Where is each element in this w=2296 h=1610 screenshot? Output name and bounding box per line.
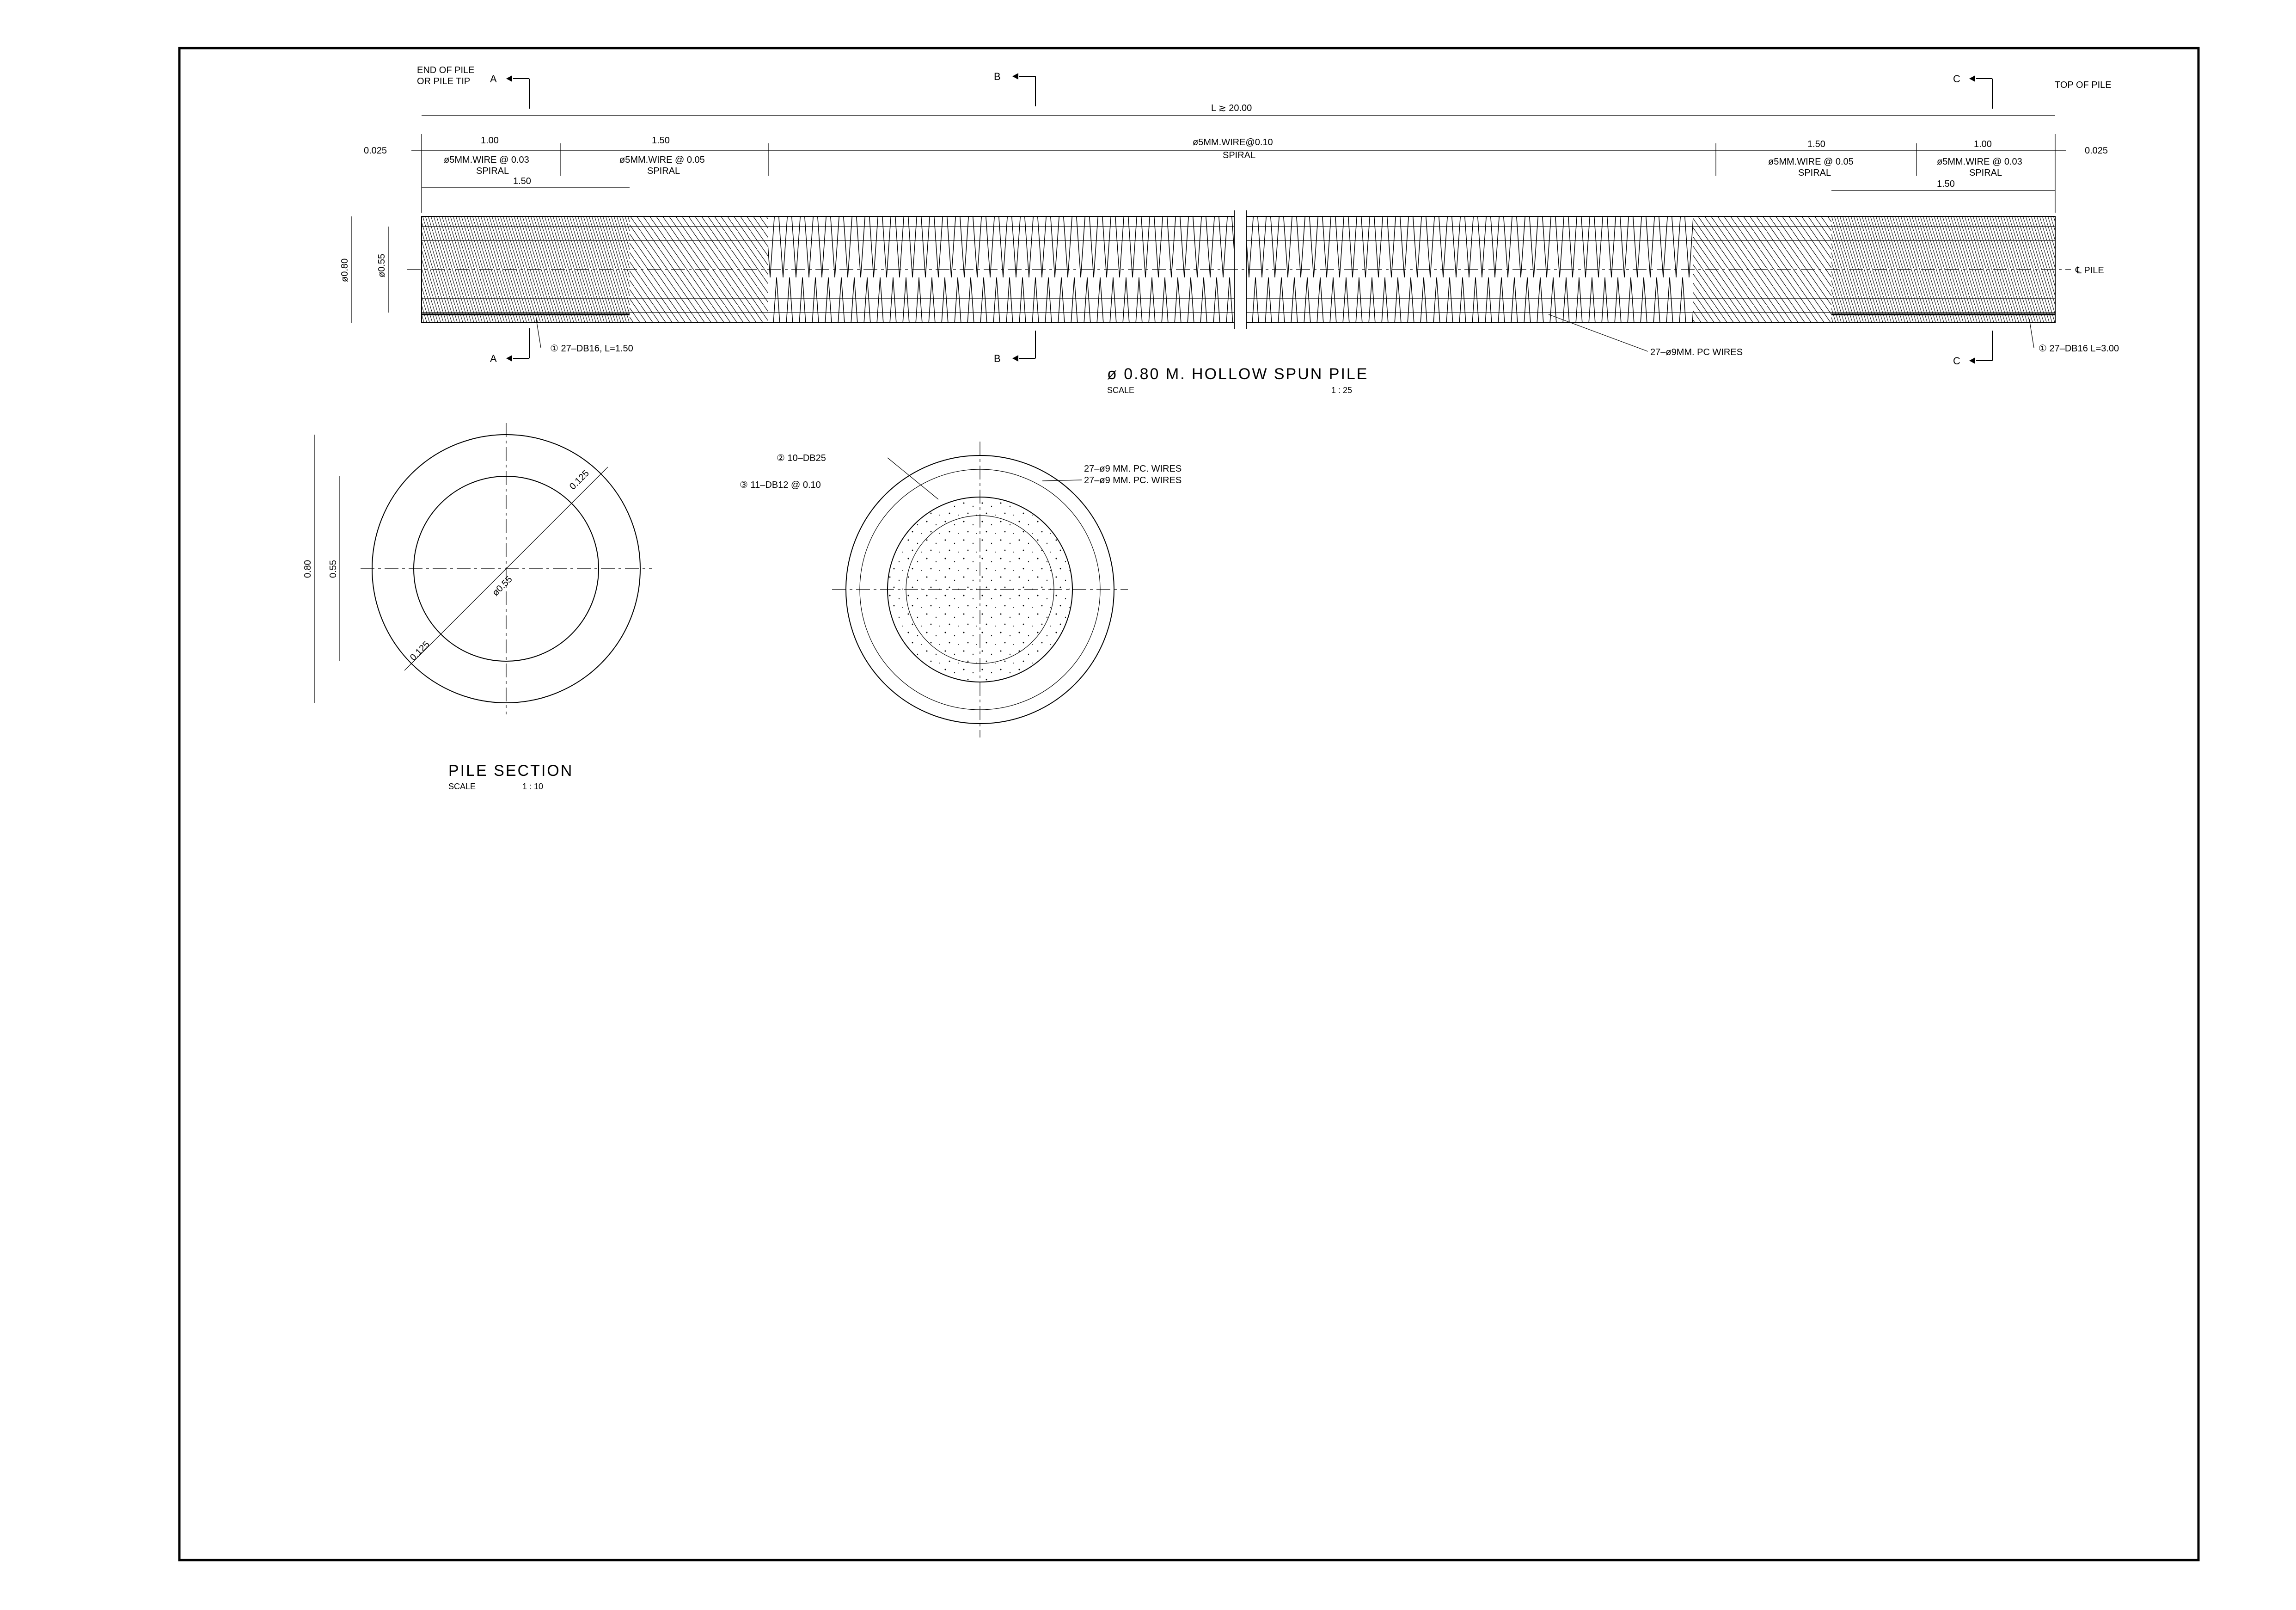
- spiral-left-003: ø5MM.WIRE @ 0.03: [444, 155, 529, 165]
- pile-section-080: 0.80: [303, 560, 313, 578]
- dim-bar-right: 1.50: [1937, 179, 1955, 189]
- pile-section-title: PILE SECTION: [448, 762, 573, 780]
- spiral-mid-label: SPIRAL: [1223, 150, 1255, 160]
- spiral-mid-010: ø5MM.WIRE@0.10: [1193, 137, 1273, 147]
- dia-080-label: ø0.80: [340, 258, 350, 282]
- sheet-border: [178, 47, 2200, 1561]
- spiral-left-label: SPIRAL: [476, 166, 509, 176]
- section-cut-b-markers: B B: [994, 71, 1036, 364]
- dim-left-0025: 0.025: [364, 146, 387, 156]
- bar-right-callout: ① 27–DB16 L=3.00: [2039, 344, 2119, 354]
- end-of-pile-label: END OF PILE: [417, 65, 474, 75]
- elevation-title: ø 0.80 M. HOLLOW SPUN PILE: [1107, 365, 1368, 383]
- elevation-scale-value: 1 : 25: [1331, 386, 1352, 395]
- dim-right-150: 1.50: [1807, 139, 1825, 149]
- spiral-right-003: ø5MM.WIRE @ 0.03: [1937, 157, 2022, 167]
- spiral-right-label: SPIRAL: [1798, 168, 1831, 178]
- cut-b-bottom: B: [994, 353, 1001, 364]
- dim-right-100: 1.00: [1974, 139, 1992, 149]
- section-cut-c-markers: C C: [1953, 73, 1993, 367]
- cut-a-top: A: [490, 73, 497, 85]
- aa-bar2-label: ③ 11–DB12 @ 0.10: [740, 480, 821, 490]
- spiral-left-label-2: SPIRAL: [647, 166, 680, 176]
- aa-wires-label: 27–ø9 MM. PC. WIRES: [1084, 475, 1182, 485]
- cut-c-bottom: C: [1953, 355, 1960, 367]
- top-of-pile-label: TOP OF PILE: [2055, 80, 2112, 90]
- pc-wires-callout: 27–ø9MM. PC WIRES: [1650, 347, 1743, 357]
- dim-bar-left: 1.50: [513, 176, 531, 186]
- cut-c-top: C: [1953, 73, 1960, 85]
- section-cut-a-markers: A A: [490, 73, 530, 364]
- elevation-scale-label: SCALE: [1107, 386, 1134, 395]
- section-a-a: ② 10–DB25 ③ 11–DB12 @ 0.10 27–ø9 MM. PC.…: [740, 442, 1182, 737]
- cut-b-top: B: [994, 71, 1001, 82]
- spiral-right-label-2: SPIRAL: [1969, 168, 2002, 178]
- dim-left-100: 1.00: [481, 135, 499, 146]
- cut-a-bottom: A: [490, 353, 497, 364]
- spiral-left-005: ø5MM.WIRE @ 0.05: [619, 155, 705, 165]
- length-dimension: L ≳ 20.00: [1211, 103, 1252, 113]
- pile-section-r-bottom: 0.125: [408, 639, 432, 663]
- bar-left-callout: ① 27–DB16, L=1.50: [550, 344, 633, 354]
- pile-section-scale-label: SCALE: [448, 782, 476, 791]
- pile-section: 0.80 0.55 ø0.55 0.125 0.125 PILE SECTION…: [303, 423, 652, 791]
- pile-section-055: 0.55: [328, 560, 338, 578]
- pile-centerline-label: ℄ PILE: [2075, 265, 2104, 276]
- pile-tip-label: OR PILE TIP: [417, 76, 470, 86]
- pile-section-r-top: 0.125: [568, 468, 591, 492]
- pile-section-dia: ø0.55: [490, 574, 514, 598]
- aa-bar1-label: ② 10–DB25: [777, 453, 826, 463]
- dia-055-label: ø0.55: [377, 254, 387, 277]
- pile-elevation: ℄ PILE L ≳ 20.00 0.025 0.025 1.00 1.50 1…: [340, 65, 2119, 395]
- pile-section-scale-value: 1 : 10: [522, 782, 543, 791]
- aa-wires-top: 27–ø9 MM. PC. WIRES: [1084, 464, 1182, 474]
- spiral-right-005: ø5MM.WIRE @ 0.05: [1768, 157, 1854, 167]
- dim-right-0025: 0.025: [2085, 146, 2108, 156]
- dim-left-150: 1.50: [652, 135, 670, 146]
